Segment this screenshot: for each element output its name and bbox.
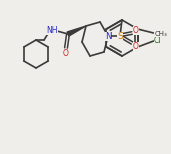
Text: N: N (105, 32, 111, 41)
Text: O: O (63, 49, 69, 57)
Polygon shape (67, 26, 86, 36)
Text: NH: NH (46, 26, 58, 34)
Text: S: S (117, 32, 123, 41)
Text: CH₃: CH₃ (154, 31, 167, 37)
Text: O: O (133, 26, 139, 34)
Text: N: N (105, 32, 111, 41)
Text: Cl: Cl (154, 36, 161, 45)
Text: O: O (133, 41, 139, 51)
